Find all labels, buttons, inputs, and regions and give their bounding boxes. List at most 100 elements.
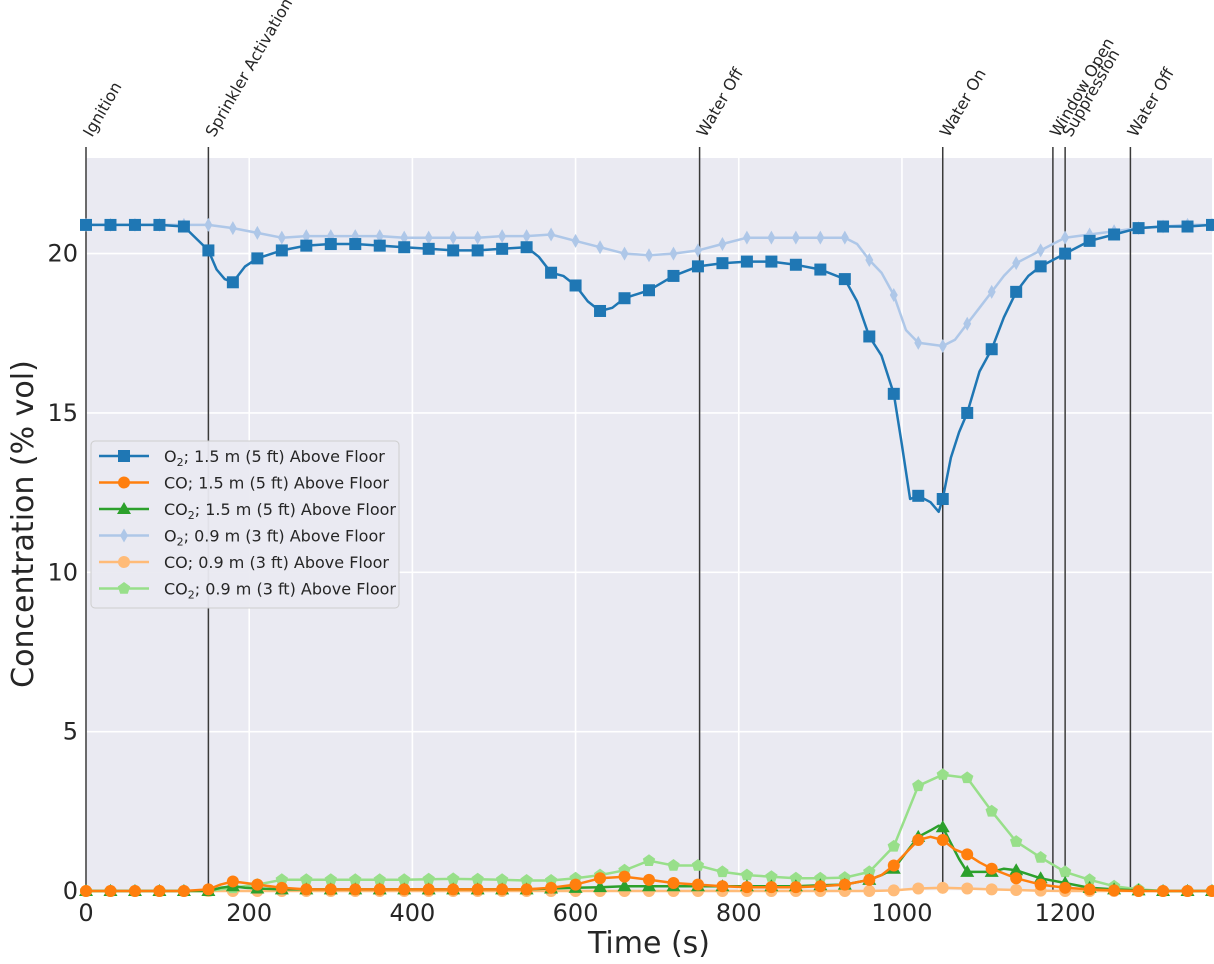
data-point	[1010, 835, 1023, 847]
data-point	[251, 878, 264, 891]
data-point	[1010, 872, 1023, 885]
data-point	[471, 883, 484, 896]
data-point	[667, 877, 680, 890]
legend-label: CO; 0.9 m (3 ft) Above Floor	[164, 553, 389, 572]
data-point	[716, 865, 729, 878]
data-point	[498, 229, 507, 244]
data-point	[226, 875, 239, 888]
data-point	[667, 859, 680, 871]
data-point	[520, 883, 533, 896]
data-point	[522, 229, 531, 244]
data-point	[767, 230, 776, 245]
data-point	[887, 859, 900, 872]
data-point	[594, 872, 607, 885]
data-point	[838, 878, 851, 891]
data-point	[1034, 878, 1047, 891]
legend-box	[90, 440, 400, 609]
y-tick-label: 5	[63, 718, 78, 746]
data-point	[765, 255, 778, 268]
data-point	[324, 238, 337, 251]
data-point	[742, 230, 751, 245]
data-point	[840, 230, 849, 245]
data-point	[985, 862, 998, 875]
y-tick-label: 10	[47, 558, 78, 586]
data-point	[1206, 885, 1214, 897]
y-tick-label: 20	[47, 240, 78, 268]
data-point	[961, 882, 974, 895]
data-point	[1012, 256, 1021, 271]
data-point	[693, 243, 702, 258]
data-point	[643, 284, 655, 297]
data-point	[765, 881, 778, 894]
data-point	[936, 834, 949, 847]
data-point	[400, 230, 409, 245]
data-point	[887, 839, 900, 852]
data-point	[202, 244, 215, 257]
data-point	[569, 279, 582, 292]
data-point	[691, 859, 705, 871]
data-point	[740, 881, 753, 894]
data-point	[961, 406, 974, 419]
data-point	[177, 885, 190, 897]
data-point	[1059, 881, 1072, 894]
data-point	[1132, 222, 1145, 235]
data-point	[691, 260, 704, 273]
data-point	[324, 883, 337, 896]
y-tick-labels: 0 5 10 15 20	[47, 240, 78, 905]
data-point	[863, 885, 876, 897]
legend-marker	[117, 502, 131, 514]
legend-label: O2; 0.9 m (3 ft) Above Floor	[164, 527, 385, 549]
data-point	[422, 883, 435, 896]
data-point	[104, 885, 117, 897]
event-label: Water On	[936, 65, 990, 140]
legend-marker	[118, 450, 130, 462]
data-point	[1059, 247, 1072, 260]
data-point	[985, 343, 998, 356]
data-point	[765, 870, 778, 882]
data-point	[814, 263, 827, 276]
data-point	[422, 242, 435, 255]
data-point	[520, 874, 533, 886]
data-point	[496, 242, 509, 255]
legend-marker	[118, 476, 130, 489]
data-point	[1010, 285, 1023, 298]
data-point	[1157, 885, 1170, 897]
data-point	[495, 873, 509, 886]
y-axis-title: Concentration (% vol)	[6, 360, 41, 688]
data-point	[963, 316, 972, 331]
data-point	[620, 246, 629, 261]
data-point	[643, 873, 655, 886]
data-point	[912, 834, 925, 847]
data-point	[422, 872, 435, 885]
data-point	[447, 872, 460, 885]
data-point	[889, 288, 898, 303]
data-point	[936, 493, 949, 506]
x-tick-label: 200	[226, 899, 272, 927]
data-point	[228, 221, 237, 236]
legend-marker	[117, 582, 131, 594]
legend-label: CO2; 0.9 m (3 ft) Above Floor	[164, 580, 396, 602]
data-point	[398, 883, 411, 896]
data-point	[594, 304, 607, 317]
data-point	[645, 248, 653, 263]
data-point	[642, 854, 656, 866]
data-point	[447, 244, 460, 257]
data-point	[226, 276, 239, 289]
data-point	[814, 880, 827, 893]
data-point	[718, 237, 727, 252]
data-point	[520, 241, 533, 254]
data-point	[80, 885, 92, 897]
series-line	[86, 223, 1212, 348]
data-point	[691, 878, 704, 891]
data-point	[473, 230, 482, 245]
data-point	[985, 804, 998, 817]
data-point	[789, 881, 802, 894]
data-point	[251, 252, 264, 265]
data-point	[302, 229, 311, 244]
data-point	[545, 266, 558, 279]
data-point	[1034, 851, 1047, 863]
legend-label: CO; 1.5 m (5 ft) Above Floor	[164, 474, 389, 493]
data-point	[618, 870, 631, 883]
data-point	[177, 220, 190, 233]
